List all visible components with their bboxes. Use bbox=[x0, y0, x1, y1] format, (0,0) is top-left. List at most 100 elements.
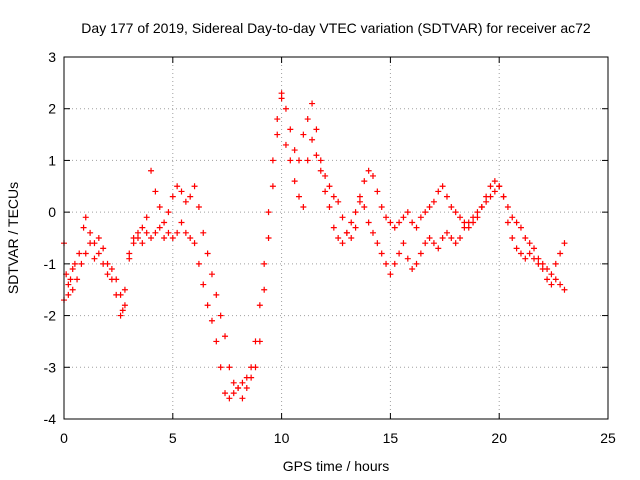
data-point bbox=[409, 266, 416, 273]
data-point bbox=[326, 183, 333, 190]
data-point bbox=[461, 224, 468, 231]
data-point bbox=[296, 157, 303, 164]
data-point bbox=[208, 271, 215, 278]
data-point bbox=[178, 188, 185, 195]
data-point bbox=[300, 203, 307, 210]
data-point bbox=[448, 203, 455, 210]
data-point bbox=[121, 302, 128, 309]
data-point bbox=[491, 188, 498, 195]
data-point bbox=[500, 193, 507, 200]
data-point bbox=[552, 276, 559, 283]
data-point bbox=[426, 203, 433, 210]
data-point bbox=[121, 286, 128, 293]
x-tick-label: 5 bbox=[169, 430, 177, 446]
data-point bbox=[65, 281, 72, 288]
y-tick-label: 2 bbox=[48, 101, 56, 117]
data-point bbox=[470, 214, 477, 221]
data-point bbox=[309, 136, 316, 143]
data-point bbox=[513, 245, 520, 252]
data-point bbox=[100, 245, 107, 252]
data-point bbox=[404, 209, 411, 216]
data-point bbox=[513, 219, 520, 226]
data-point bbox=[208, 317, 215, 324]
y-tick-label: -1 bbox=[44, 256, 57, 272]
data-point bbox=[65, 291, 72, 298]
data-point bbox=[139, 224, 146, 231]
data-point bbox=[161, 235, 168, 241]
data-point bbox=[108, 276, 115, 283]
data-point bbox=[169, 193, 176, 200]
plot-frame bbox=[63, 56, 609, 420]
data-point bbox=[396, 219, 403, 226]
data-point bbox=[409, 219, 416, 226]
data-point bbox=[413, 224, 420, 231]
data-point bbox=[330, 224, 337, 231]
data-point bbox=[282, 105, 289, 112]
data-point bbox=[430, 240, 437, 247]
series-2 bbox=[61, 95, 568, 402]
data-point bbox=[400, 240, 407, 247]
x-axis-label: GPS time / hours bbox=[283, 458, 390, 474]
data-point bbox=[300, 131, 307, 138]
data-point bbox=[361, 178, 368, 185]
data-point bbox=[339, 240, 346, 247]
data-point bbox=[544, 276, 551, 283]
data-point bbox=[356, 193, 363, 200]
data-point bbox=[165, 229, 172, 236]
data-point bbox=[330, 193, 337, 200]
x-tick-label: 10 bbox=[274, 430, 290, 446]
data-point bbox=[422, 240, 429, 247]
data-point bbox=[200, 229, 207, 236]
data-point bbox=[387, 219, 394, 226]
data-point bbox=[483, 198, 490, 205]
data-point bbox=[504, 203, 511, 210]
data-point bbox=[82, 250, 89, 257]
data-point bbox=[261, 260, 268, 267]
data-point bbox=[309, 100, 316, 107]
data-point bbox=[383, 214, 390, 221]
data-point bbox=[304, 116, 311, 123]
data-point bbox=[448, 235, 455, 241]
data-point bbox=[374, 188, 381, 195]
data-point bbox=[435, 245, 442, 252]
data-point bbox=[195, 260, 202, 267]
data-point bbox=[417, 250, 424, 257]
data-point bbox=[404, 255, 411, 262]
data-point bbox=[426, 235, 433, 241]
chart-title: Day 177 of 2019, Sidereal Day-to-day VTE… bbox=[81, 20, 591, 36]
data-point bbox=[139, 240, 146, 247]
data-point bbox=[517, 250, 524, 257]
data-point bbox=[474, 209, 481, 216]
data-point bbox=[335, 235, 342, 241]
data-point bbox=[230, 379, 237, 386]
data-point bbox=[365, 167, 372, 174]
data-point bbox=[265, 235, 272, 241]
data-point bbox=[76, 250, 83, 257]
data-point bbox=[165, 209, 172, 216]
data-point bbox=[217, 312, 224, 319]
x-tick-label: 25 bbox=[600, 430, 616, 446]
data-point bbox=[491, 178, 498, 185]
data-point bbox=[561, 286, 568, 293]
data-point bbox=[143, 229, 150, 236]
data-point bbox=[80, 224, 87, 231]
data-point bbox=[504, 219, 511, 226]
data-point bbox=[117, 312, 124, 319]
data-point bbox=[87, 240, 94, 247]
data-point bbox=[191, 183, 198, 190]
data-point bbox=[187, 193, 194, 200]
data-point bbox=[119, 307, 126, 314]
data-point bbox=[274, 116, 281, 123]
data-point bbox=[287, 157, 294, 164]
data-point bbox=[522, 255, 529, 262]
data-point bbox=[95, 235, 102, 241]
data-point bbox=[182, 198, 189, 205]
data-point bbox=[178, 219, 185, 226]
x-tick-label: 15 bbox=[383, 430, 399, 446]
data-point bbox=[313, 152, 320, 159]
data-point bbox=[256, 338, 263, 345]
data-point bbox=[374, 240, 381, 247]
data-point bbox=[296, 193, 303, 200]
data-point bbox=[557, 281, 564, 288]
data-point bbox=[526, 250, 533, 257]
